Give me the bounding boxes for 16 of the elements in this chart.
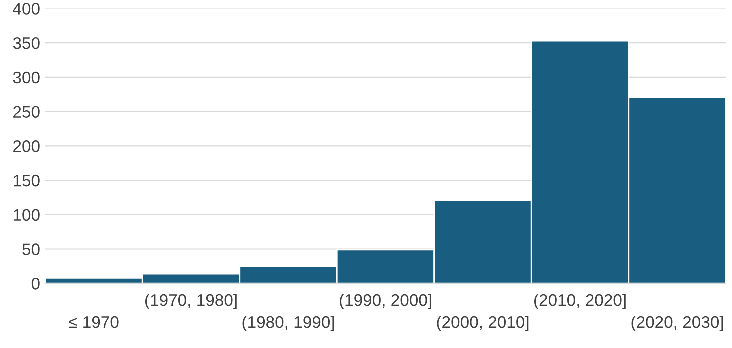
x-tick-label: (2000, 2010] — [437, 316, 529, 332]
y-tick-label: 400 — [13, 3, 40, 15]
x-tick-label: (1990, 2000] — [340, 294, 432, 310]
y-tick-label: 250 — [14, 106, 40, 118]
x-tick-label: (2010, 2020] — [534, 294, 626, 310]
y-tick-label: 300 — [13, 72, 40, 84]
x-tick-label: (2020, 2030] — [632, 316, 724, 332]
y-tick-label: 0 — [32, 278, 40, 290]
y-tick-label: 100 — [14, 209, 40, 222]
y-tick-label: 350 — [13, 37, 40, 50]
y-tick-label: 50 — [22, 244, 40, 256]
y-tick-label: 150 — [14, 174, 40, 187]
x-tick-label: (1970, 1980] — [146, 294, 237, 310]
x-tick-label: (1980, 1990] — [242, 316, 334, 332]
x-tick-label: ≤ 1970 — [69, 316, 119, 328]
y-tick-label: 200 — [14, 140, 40, 152]
